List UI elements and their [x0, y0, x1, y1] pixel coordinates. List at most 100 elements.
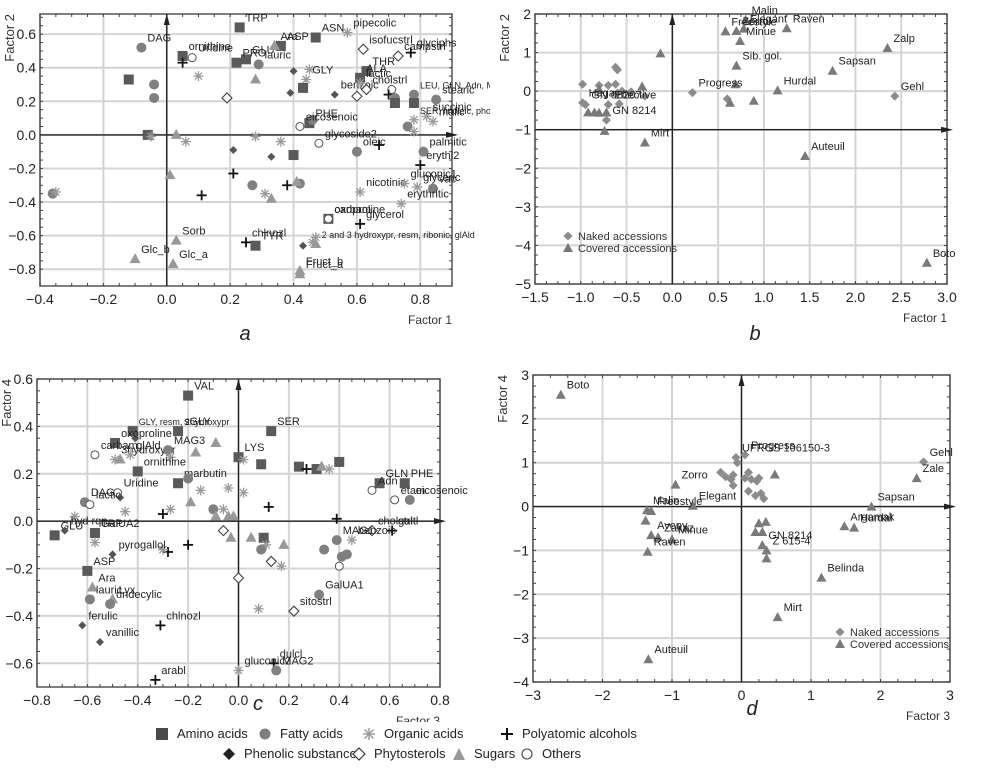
covered-accession-marker — [599, 125, 610, 135]
covered-accession-marker — [601, 107, 612, 117]
data-point: glycerol — [355, 209, 404, 229]
panel-a-scatter: −0.4 −0.2 0.0 0.2 0.4 0.6 0.8 −0.8 −0.6 −0.4 −0.2 0… — [2, 12, 490, 345]
y-tick-label: 1 — [521, 455, 529, 471]
amino-acid-marker — [89, 528, 100, 538]
data-point — [743, 467, 753, 477]
phenolic-marker — [229, 146, 238, 154]
data-point: vac — [427, 174, 457, 194]
legend-item-amino: Amino acids — [155, 726, 248, 741]
legend-label: Phytosterols — [374, 746, 446, 761]
point-label: isofucstrl — [369, 34, 412, 46]
data-point: arabl — [150, 665, 186, 685]
covered-accession-marker — [760, 516, 771, 526]
data-point — [725, 97, 736, 107]
amino-acid-marker — [374, 478, 385, 489]
phenolic-marker — [116, 493, 125, 502]
point-label: Argamak — [850, 511, 895, 523]
point-label: Lyx — [119, 584, 136, 596]
point-label: Minue — [746, 26, 776, 38]
covered-accession-marker — [646, 530, 657, 540]
data-point — [193, 71, 204, 82]
data-point — [157, 509, 168, 520]
y-tick-label: −0.4 — [8, 194, 36, 210]
point-label: Effective — [614, 90, 656, 102]
point-label: Glc_a — [179, 249, 209, 261]
phytosterol-marker — [288, 605, 300, 617]
organic-acid-marker — [399, 178, 410, 189]
x-tick-label: 1.5 — [800, 289, 820, 305]
point-label: Raven — [654, 537, 686, 549]
point-label: Uridine — [124, 478, 159, 490]
data-point — [123, 74, 134, 85]
data-point — [232, 572, 245, 584]
y-tick-label: 2 — [523, 6, 531, 22]
data-point: SER, linoleic, phosphl, mlnstl — [408, 106, 490, 125]
data-point: Minue — [735, 26, 776, 45]
point-label: cholstrl — [378, 516, 413, 528]
point-label: Zorro — [681, 470, 707, 482]
data-point: eicosenoic — [295, 111, 358, 131]
point-label: carbam — [334, 204, 371, 216]
data-point — [275, 136, 286, 147]
data-point: ornithine — [177, 41, 231, 61]
legend-label: Fatty acids — [280, 726, 343, 741]
data-point: gluconic2 — [233, 655, 291, 676]
point-label: Z 615-4 — [773, 535, 811, 547]
point-label: GLY, resm, 2hydroxypr — [139, 417, 230, 427]
phenolic-marker — [60, 526, 69, 535]
y-tick-label: −0.6 — [8, 228, 36, 244]
naked-accession-marker — [732, 458, 742, 468]
polyatomic-alcohol-marker — [157, 509, 168, 520]
point-label: Minue — [678, 524, 708, 536]
fatty-acid-marker — [136, 42, 147, 53]
y-tick-label: 0.2 — [17, 93, 37, 109]
covered-accession-marker — [748, 95, 759, 105]
x-tick-label: −0.2 — [90, 291, 118, 307]
naked-accession-marker — [611, 62, 621, 72]
data-point: hyd rqn — [60, 516, 107, 535]
point-label: ornithine — [189, 41, 231, 53]
x-tick-label: 0.6 — [347, 291, 367, 307]
data-point: vanillic — [95, 627, 139, 646]
x-tick-label: −0.8 — [23, 692, 51, 708]
point-label: Malin — [752, 5, 778, 17]
data-point — [728, 481, 738, 491]
amino-acid-marker — [311, 464, 322, 475]
y-tick-label: 2 — [521, 411, 529, 427]
data-point: Malin — [740, 5, 778, 24]
legend-item-poly: Polyatomic alcohols — [500, 726, 637, 741]
phenolic-marker — [267, 152, 276, 161]
data-point — [142, 129, 153, 140]
data-point: DAG — [136, 33, 171, 53]
naked-accession-marker — [728, 481, 738, 491]
data-point: Zalp — [882, 33, 915, 52]
fatty-acid-marker — [427, 183, 438, 194]
data-point: Raven — [781, 13, 825, 33]
data-point — [614, 99, 624, 109]
naked-accession-marker — [603, 80, 613, 90]
organic-acid-marker — [195, 485, 206, 496]
data-point — [730, 79, 741, 89]
data-point — [626, 87, 636, 97]
naked-accession-marker — [614, 99, 624, 109]
polyatomic-alcohol-marker — [415, 160, 426, 171]
point-label: Gehl — [930, 447, 953, 459]
data-point — [740, 473, 750, 483]
sugar-marker — [129, 253, 141, 264]
data-point: lauric — [253, 49, 291, 70]
data-point: GLU — [241, 44, 275, 65]
x-axis-label: Factor 3 — [396, 714, 440, 722]
sugar-marker — [185, 496, 197, 507]
naked-accession-marker — [743, 486, 753, 496]
naked-accession-marker — [716, 467, 726, 477]
y-tick-label: 1 — [523, 45, 531, 61]
point-label: TRP — [246, 12, 268, 24]
data-point — [195, 485, 206, 496]
data-point: Zale — [911, 463, 944, 483]
data-point — [196, 190, 207, 201]
data-point: glyciphs — [405, 38, 457, 58]
amino-acid-marker — [183, 390, 194, 401]
data-point: GN 08207 — [580, 90, 642, 110]
point-label: glycoside2 — [325, 128, 377, 140]
